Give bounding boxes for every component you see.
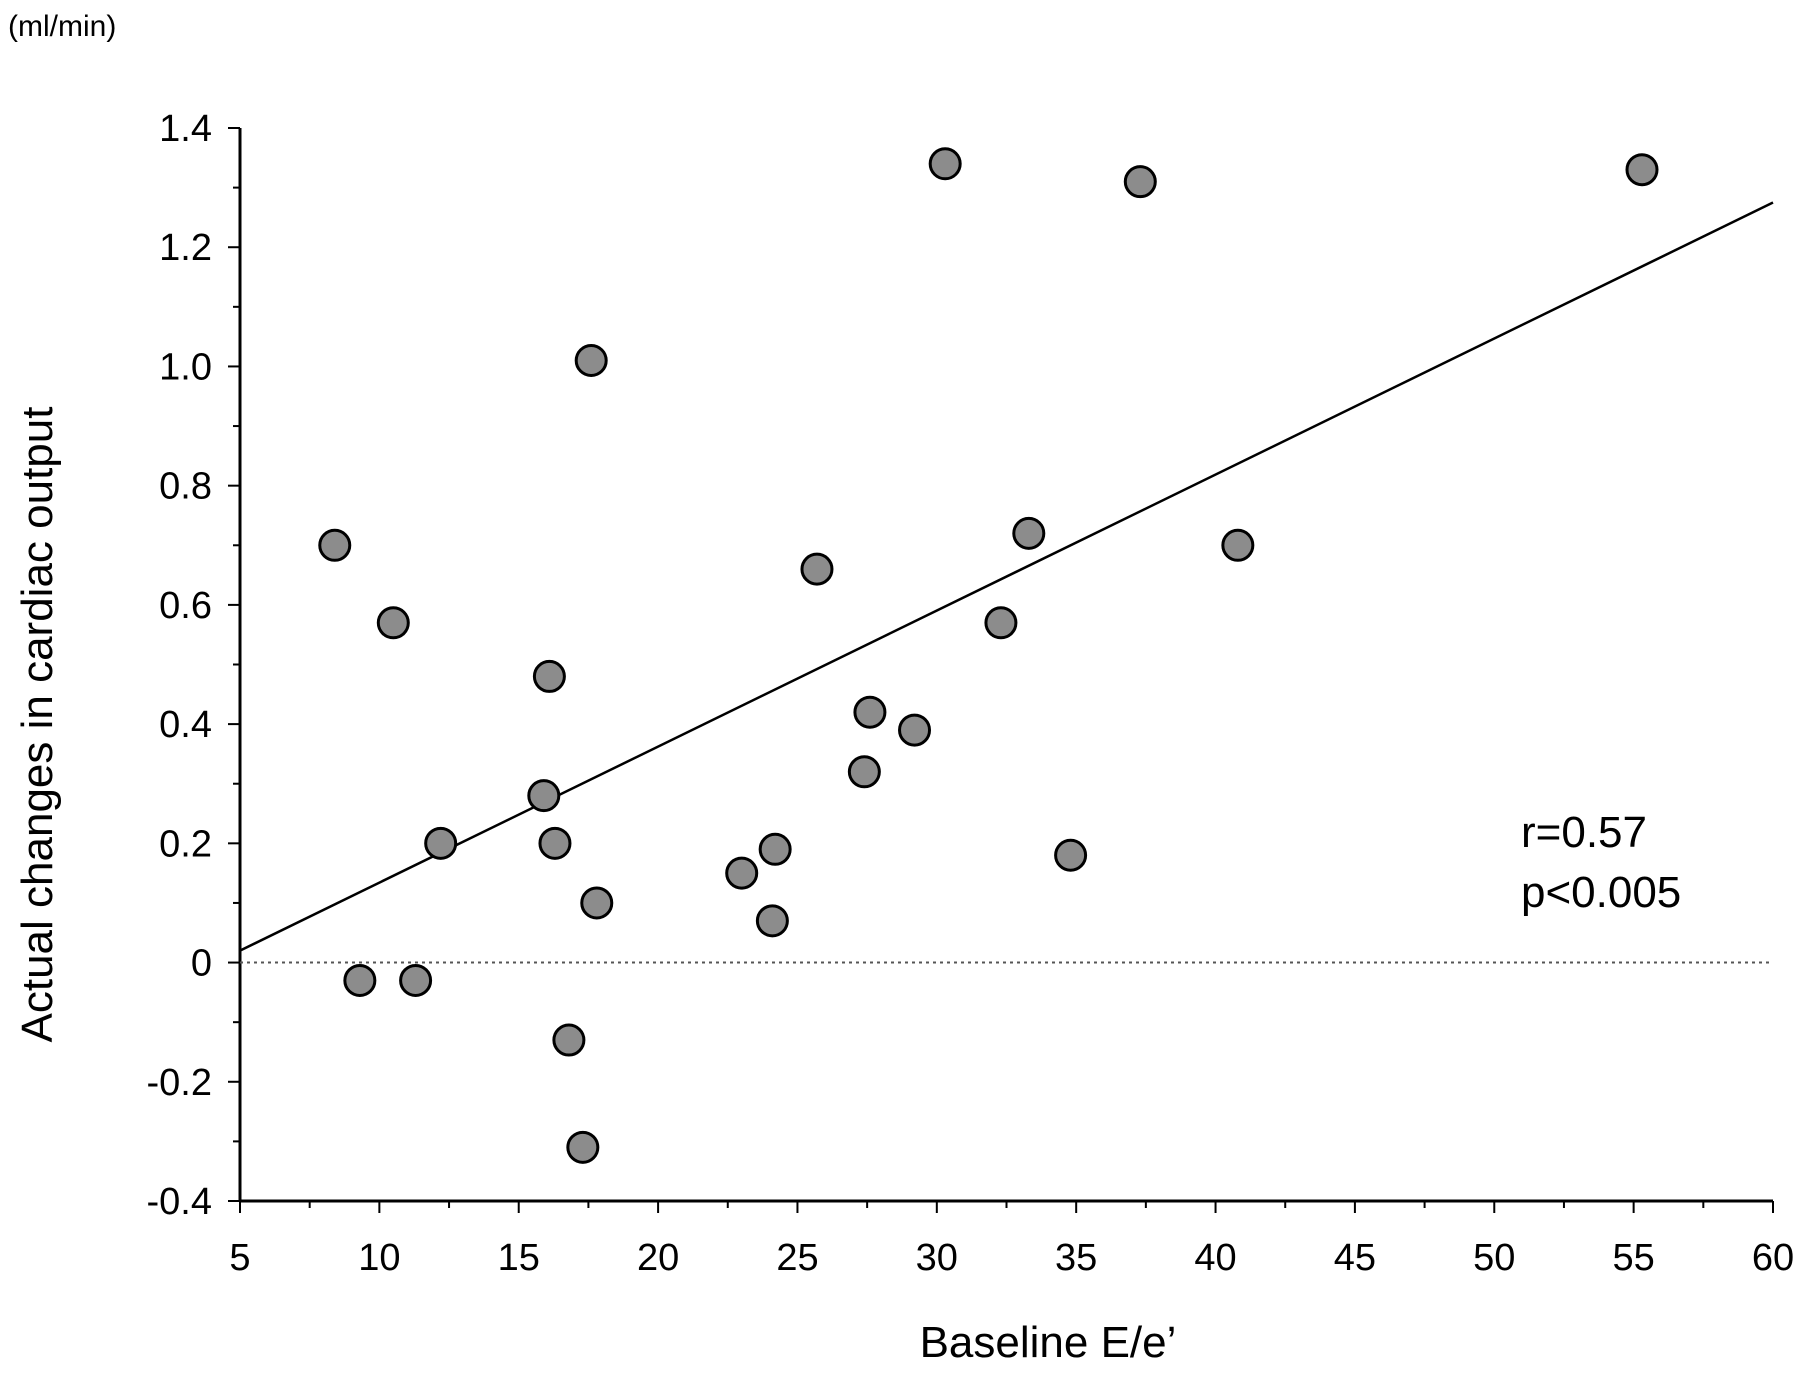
data-point (984, 606, 1018, 640)
y-tick-label: 0 (191, 943, 212, 985)
x-axis-title: Baseline E/e’ (920, 1318, 1177, 1367)
y-tick-label: 0.2 (159, 823, 212, 865)
data-point (566, 1130, 600, 1164)
data-point (538, 826, 572, 860)
x-tick-label: 45 (1334, 1237, 1376, 1279)
data-point (318, 528, 352, 562)
y-tick-label: 0.8 (159, 466, 212, 508)
x-axis-ticks: 5 10 15 20 25 30 35 40 45 50 55 60 (229, 1201, 1794, 1279)
y-tick-label: 1.2 (159, 227, 212, 269)
y-tick-label: 0.6 (159, 585, 212, 627)
data-point (928, 147, 962, 181)
x-tick-label: 55 (1612, 1237, 1654, 1279)
data-point (532, 659, 566, 693)
data-point (847, 755, 881, 789)
data-point (343, 963, 377, 997)
x-tick-label: 15 (498, 1237, 540, 1279)
y-tick-label: 1.4 (159, 108, 212, 150)
data-point (1123, 165, 1157, 199)
x-tick-label: 20 (637, 1237, 679, 1279)
data-point (399, 963, 433, 997)
y-tick-label: 0.4 (159, 704, 212, 746)
data-point (800, 552, 834, 586)
data-point (1012, 516, 1046, 550)
data-point (580, 886, 614, 920)
x-tick-label: 35 (1055, 1237, 1097, 1279)
x-tick-label: 10 (358, 1237, 400, 1279)
r-value-label: r=0.57 (1521, 808, 1647, 857)
y-tick-label: 1.0 (159, 346, 212, 388)
data-point (1221, 528, 1255, 562)
regression-line (239, 201, 1774, 952)
data-point (1625, 153, 1659, 187)
p-value-label: p<0.005 (1521, 868, 1681, 917)
data-point (853, 695, 887, 729)
data-point (424, 826, 458, 860)
y-axis-title: Actual changes in cardiac output (13, 407, 62, 1043)
x-tick-label: 40 (1194, 1237, 1236, 1279)
data-point (376, 606, 410, 640)
y-axis-ticks: -0.4 -0.2 0 0.2 0.4 0.6 0.8 1.0 1.2 1.4 (147, 108, 240, 1223)
x-tick-label: 25 (776, 1237, 818, 1279)
data-point (898, 713, 932, 747)
data-point (552, 1023, 586, 1057)
axes (238, 128, 1773, 1203)
data-point (755, 904, 789, 938)
data-point (1054, 838, 1088, 872)
data-points (318, 147, 1659, 1164)
data-point (527, 779, 561, 813)
x-tick-label: 60 (1752, 1237, 1794, 1279)
y-unit-label: (ml/min) (8, 10, 116, 43)
y-tick-label: -0.2 (147, 1062, 212, 1104)
data-point (725, 856, 759, 890)
x-tick-label: 5 (229, 1237, 250, 1279)
y-tick-label: -0.4 (147, 1181, 212, 1223)
x-tick-label: 30 (916, 1237, 958, 1279)
x-tick-label: 50 (1473, 1237, 1515, 1279)
data-point (758, 832, 792, 866)
data-point (574, 343, 608, 377)
